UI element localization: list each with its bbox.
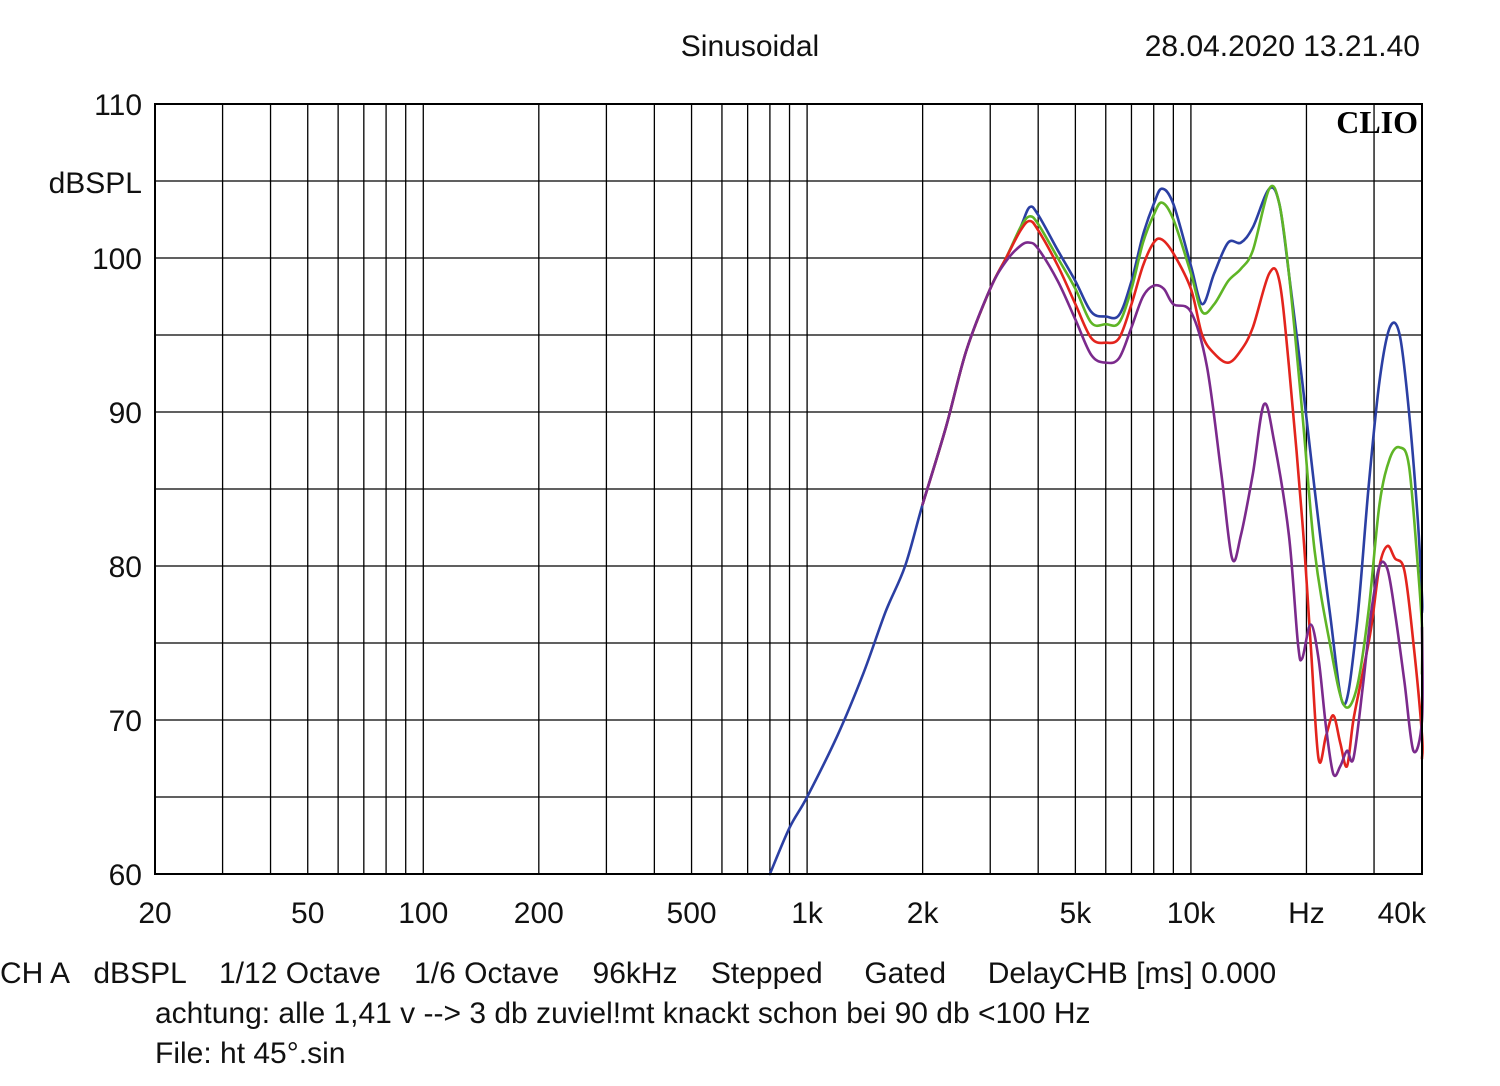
plot-frame — [154, 103, 1423, 875]
y-tick-label: 70 — [109, 705, 142, 738]
x-tick-label: 40k — [1378, 897, 1427, 930]
y-tick-label: 80 — [109, 551, 142, 584]
x-tick-label: 200 — [514, 897, 564, 930]
y-axis-label: dBSPL — [49, 167, 142, 200]
y-tick-label: 100 — [92, 243, 142, 276]
chart-datetime: 28.04.2020 13.21.40 — [1145, 30, 1420, 63]
series-line-purple — [921, 241, 1424, 778]
x-tick-label: 5k — [1060, 897, 1093, 930]
footer-note-line: achtung: alle 1,41 v --> 3 db zuviel!mt … — [155, 997, 1091, 1030]
chart-title: Sinusoidal — [681, 30, 819, 63]
y-tick-label: 90 — [109, 397, 142, 430]
chart-traces — [768, 184, 1424, 876]
x-tick-labels: 20 50 100 200 500 1k 2k 5k 10k Hz 40k — [138, 897, 1427, 930]
x-tick-label: 100 — [398, 897, 448, 930]
y-tick-labels: 60 70 80 90 100 110 — [92, 89, 142, 892]
y-tick-label: 110 — [94, 89, 142, 122]
clio-brand-logo: CLIO — [1336, 104, 1418, 140]
x-tick-label: Hz — [1288, 897, 1325, 930]
footer-settings-line: CH A dBSPL 1/12 Octave 1/6 Octave 96kHz … — [0, 957, 1276, 990]
series-line-red — [921, 219, 1424, 768]
x-tick-label: 1k — [791, 897, 824, 930]
chart-grid — [155, 104, 1422, 874]
x-tick-label: 50 — [291, 897, 324, 930]
x-tick-label: 500 — [667, 897, 717, 930]
x-tick-label: 20 — [138, 897, 171, 930]
series-line-green — [921, 184, 1424, 709]
series-line-blue — [768, 186, 1424, 876]
y-tick-label: 60 — [109, 859, 142, 892]
x-tick-label: 10k — [1167, 897, 1216, 930]
x-tick-label: 2k — [907, 897, 940, 930]
footer-file-line: File: ht 45°.sin — [155, 1037, 345, 1070]
